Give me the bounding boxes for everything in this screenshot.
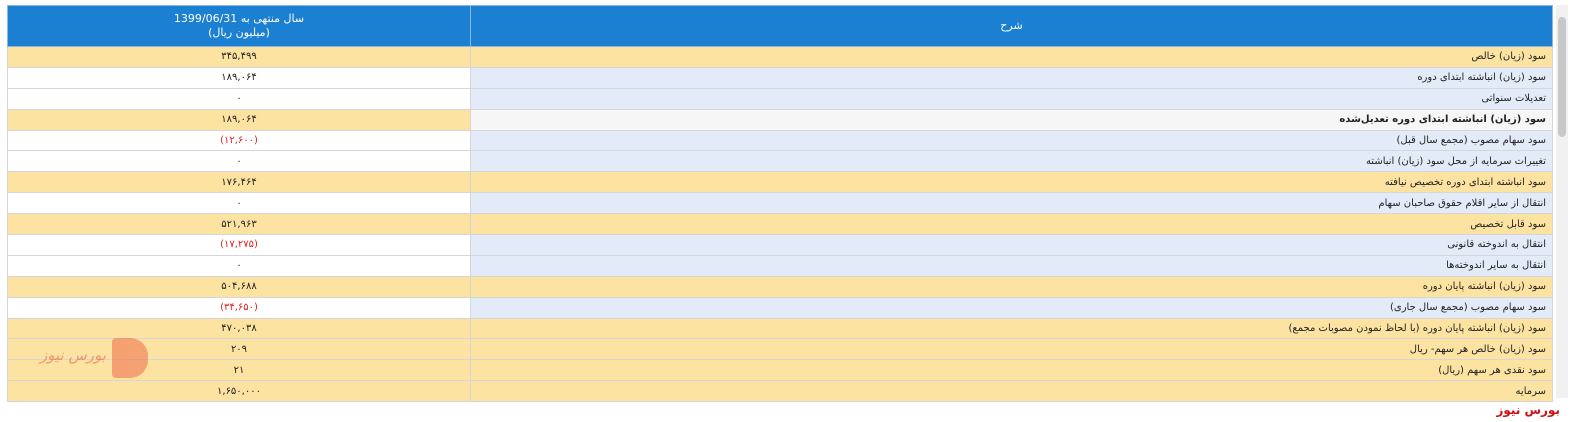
row: ۰ تعدیلات سنواتی <box>7 87 1553 110</box>
value-cell: ۱,۶۵۰,۰۰۰ <box>7 380 471 403</box>
row: ۰ انتقال از سایر اقلام حقوق صاحبان سهام <box>7 192 1553 215</box>
value-cell: ۱۸۹,۰۶۴ <box>7 66 471 89</box>
row: ۳۴۵,۴۹۹ سود (زیان) خالص <box>7 46 1553 68</box>
description-cell: سود (زیان) انباشته ابتدای دوره تعدیل‌شده <box>470 108 1553 131</box>
value-cell: ۵۰۴,۶۸۸ <box>7 275 471 298</box>
value-cell: ۰ <box>7 150 471 173</box>
description-cell: سود سهام مصوب (مجمع سال قبل) <box>470 129 1553 152</box>
watermark: بورس نیوز <box>40 338 160 382</box>
row: ۱۸۹,۰۶۴ سود (زیان) انباشته ابتدای دوره <box>7 66 1553 89</box>
header-row: سال منتهی به 1399/06/31 (میلیون ریال) شرح <box>7 5 1553 47</box>
row: ۵۲۱,۹۶۳ سود قابل تخصیص <box>7 213 1553 236</box>
value-cell: ۳۴۵,۴۹۹ <box>7 46 471 68</box>
row: ۵۰۴,۶۸۸ سود (زیان) انباشته پایان دوره <box>7 275 1553 298</box>
row: ۰ تغییرات سرمایه از محل سود (زیان) انباشت… <box>7 150 1553 173</box>
period-header: سال منتهی به 1399/06/31 (میلیون ریال) <box>7 5 471 47</box>
value-cell: ۰ <box>7 87 471 110</box>
value-cell: ۴۷۰,۰۳۸ <box>7 317 471 340</box>
description-header: شرح <box>470 5 1553 47</box>
value-cell: ۱۷۶,۴۶۴ <box>7 171 471 194</box>
description-cell: سود (زیان) انباشته پایان دوره <box>470 275 1553 298</box>
value-cell: (۳۴,۶۵۰) <box>7 296 471 319</box>
description-cell: سود (زیان) خالص <box>470 46 1553 68</box>
row: ۲۰۹ سود (زیان) خالص هر سهم- ریال <box>7 338 1553 361</box>
value-cell: (۱۲,۶۰۰) <box>7 129 471 152</box>
table: سال منتهی به 1399/06/31 (میلیون ریال) شرح… <box>7 5 1553 403</box>
table-body: ۳۴۵,۴۹۹ سود (زیان) خالص ۱۸۹,۰۶۴ سود (زیان) … <box>7 46 1553 403</box>
unit: (میلیون ریال) <box>208 26 270 39</box>
scroll-thumb[interactable] <box>1558 17 1566 137</box>
description-cell: سود سهام مصوب (مجمع سال جاری) <box>470 296 1553 319</box>
value-cell: ۱۸۹,۰۶۴ <box>7 108 471 131</box>
footer: بورس نیوز <box>1496 403 1560 417</box>
value-cell: ۰ <box>7 192 471 215</box>
row: ۱۸۹,۰۶۴ سود (زیان) انباشته ابتدای دوره تع… <box>7 108 1553 131</box>
row: ۰ انتقال به سایر اندوخته‌ها <box>7 254 1553 277</box>
row: ۱۷۶,۴۶۴ سود انباشته ابتدای دوره تخصیص نیا… <box>7 171 1553 194</box>
description-cell: سود قابل تخصیص <box>470 213 1553 236</box>
period: سال منتهی به 1399/06/31 <box>173 12 305 25</box>
description-cell: تعدیلات سنواتی <box>470 87 1553 110</box>
value-cell: (۱۷,۲۷۵) <box>7 234 471 256</box>
description-cell: سود انباشته ابتدای دوره تخصیص نیافته <box>470 171 1553 194</box>
value-cell: ۵۲۱,۹۶۳ <box>7 213 471 236</box>
description-cell: انتقال از سایر اقلام حقوق صاحبان سهام <box>470 192 1553 215</box>
description-cell: سود (زیان) خالص هر سهم- ریال <box>470 338 1553 361</box>
description-cell: سود (زیان) انباشته پایان دوره (با لحاظ ن… <box>470 317 1553 340</box>
description-cell: انتقال به سایر اندوخته‌ها <box>470 254 1553 277</box>
row: ۴۷۰,۰۳۸ سود (زیان) انباشته پایان دوره (با… <box>7 317 1553 340</box>
description-cell: سود نقدی هر سهم (ریال) <box>470 359 1553 382</box>
row: (۱۲,۶۰۰) سود سهام مصوب (مجمع سال قبل) <box>7 129 1553 152</box>
scrollbar[interactable] <box>1556 5 1568 398</box>
description-cell: سرمایه <box>470 380 1553 403</box>
row: (۳۴,۶۵۰) سود سهام مصوب (مجمع سال جاری) <box>7 296 1553 319</box>
description-cell: سود (زیان) انباشته ابتدای دوره <box>470 66 1553 89</box>
description-cell: تغییرات سرمایه از محل سود (زیان) انباشته <box>470 150 1553 173</box>
row: ۲۱ سود نقدی هر سهم (ریال) <box>7 359 1553 382</box>
description-cell: انتقال به اندوخته قانونی <box>470 234 1553 256</box>
watermark-text: بورس نیوز <box>40 346 106 364</box>
value-cell: ۰ <box>7 254 471 277</box>
watermark-logo <box>112 338 148 378</box>
row: (۱۷,۲۷۵) انتقال به اندوخته قانونی <box>7 234 1553 256</box>
row: ۱,۶۵۰,۰۰۰ سرمایه <box>7 380 1553 403</box>
